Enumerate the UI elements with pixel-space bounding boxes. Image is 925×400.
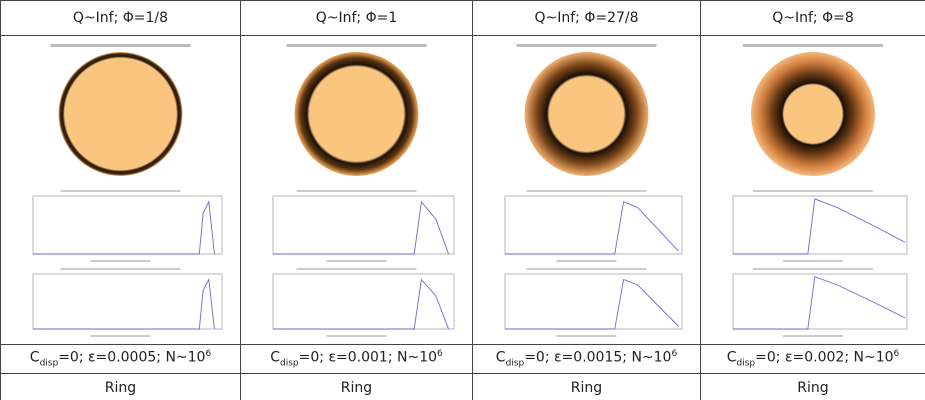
caption: Cdisp=0; ε=0.0015; N~106 (473, 345, 701, 374)
figure-caption-strip (517, 44, 657, 47)
caption-subscript: disp (280, 359, 299, 369)
x-label-strip (327, 335, 387, 337)
image-row (1, 36, 925, 345)
ring-image (59, 52, 183, 176)
plot-curve (733, 277, 905, 329)
label: Ring (473, 374, 701, 400)
label: Ring (241, 374, 473, 400)
image-cell (473, 36, 701, 345)
plot-frame (733, 196, 907, 254)
figure-caption-strip (287, 44, 427, 47)
label: Ring (701, 374, 925, 400)
x-label-strip (557, 335, 617, 337)
plot-frame (273, 196, 454, 254)
x-label-strip (783, 335, 843, 337)
column-title: Q~Inf; Φ=27/8 (473, 1, 701, 36)
plot-title-strip (297, 268, 417, 270)
x-label-strip (91, 335, 151, 337)
x-label-strip (557, 260, 617, 262)
plot-curve (505, 202, 678, 254)
caption-text: =0; ε=0.002; N~10 (755, 350, 893, 366)
caption-symbol: C (727, 350, 737, 366)
caption-text: =0; ε=0.001; N~10 (299, 350, 437, 366)
figure (241, 36, 472, 344)
x-label-strip (783, 260, 843, 262)
plot-frame (505, 274, 682, 329)
ring-image (751, 52, 875, 176)
column-title: Q~Inf; Φ=8 (701, 1, 925, 36)
column-title: Q~Inf; Φ=1/8 (1, 1, 241, 36)
figure (1, 36, 240, 344)
plot-curve (33, 202, 214, 254)
plot-curve (273, 280, 449, 330)
caption-subscript: disp (506, 359, 525, 369)
label-row: Ring Ring Ring Ring (1, 374, 925, 400)
plot-title-strip (753, 268, 873, 270)
figure-caption-strip (51, 44, 191, 47)
caption-superscript: 6 (894, 349, 900, 359)
figure-caption-strip (743, 44, 883, 47)
caption: Cdisp=0; ε=0.001; N~106 (241, 345, 473, 374)
caption-symbol: C (30, 350, 40, 366)
caption-subscript: disp (40, 359, 59, 369)
plot-title-strip (61, 268, 181, 270)
plot-title-strip (753, 190, 873, 192)
plot-frame (33, 196, 222, 254)
plot-frame (505, 196, 682, 254)
image-cell (241, 36, 473, 345)
caption-symbol: C (496, 350, 506, 366)
caption-superscript: 6 (437, 349, 443, 359)
caption: Cdisp=0; ε=0.002; N~106 (701, 345, 925, 374)
image-cell (701, 36, 925, 345)
plot-title-strip (61, 190, 181, 192)
plot-title-strip (297, 190, 417, 192)
results-table: Q~Inf; Φ=1/8 Q~Inf; Φ=1 Q~Inf; Φ=27/8 Q~… (0, 0, 925, 400)
caption-superscript: 6 (205, 349, 211, 359)
plot-frame (273, 274, 454, 329)
plot-frame (733, 274, 907, 329)
plot-curve (733, 199, 905, 254)
plot-title-strip (527, 190, 647, 192)
plot-frame (33, 274, 222, 329)
page: Q~Inf; Φ=1/8 Q~Inf; Φ=1 Q~Inf; Φ=27/8 Q~… (0, 0, 925, 400)
figure (701, 36, 925, 344)
caption-symbol: C (270, 350, 280, 366)
ring-image (295, 52, 419, 176)
caption: Cdisp=0; ε=0.0005; N~106 (1, 345, 241, 374)
ring-image (525, 52, 649, 176)
x-label-strip (327, 260, 387, 262)
header-row: Q~Inf; Φ=1/8 Q~Inf; Φ=1 Q~Inf; Φ=27/8 Q~… (1, 1, 925, 36)
plot-curve (273, 202, 449, 254)
label: Ring (1, 374, 241, 400)
plot-title-strip (527, 268, 647, 270)
figure (473, 36, 700, 344)
caption-text: =0; ε=0.0005; N~10 (58, 350, 205, 366)
caption-subscript: disp (737, 359, 756, 369)
plot-curve (33, 280, 214, 330)
x-label-strip (91, 260, 151, 262)
caption-text: =0; ε=0.0015; N~10 (524, 350, 671, 366)
column-title: Q~Inf; Φ=1 (241, 1, 473, 36)
caption-superscript: 6 (671, 349, 677, 359)
image-cell (1, 36, 241, 345)
plot-curve (505, 280, 678, 330)
caption-row: Cdisp=0; ε=0.0005; N~106 Cdisp=0; ε=0.00… (1, 345, 925, 374)
